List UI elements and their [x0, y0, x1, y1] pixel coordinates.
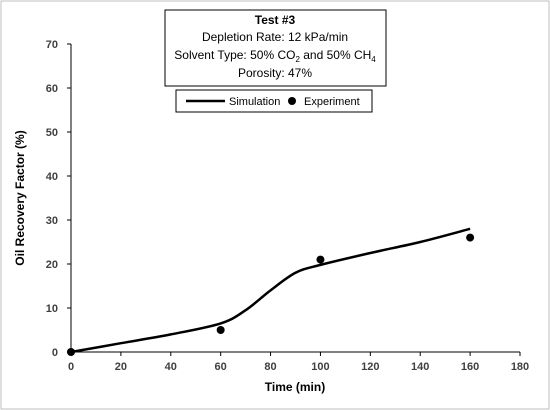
solvent-sub-co2: 2: [295, 55, 300, 64]
depletion-rate-text: Depletion Rate: 12 kPa/min: [202, 30, 348, 44]
x-tick-label: 120: [361, 361, 379, 373]
experiment-point: [466, 233, 475, 242]
y-ticks: 0 10 20 30 40 50 60 70: [46, 39, 71, 359]
x-tick-label: 180: [511, 361, 529, 373]
legend-frame: [175, 89, 373, 113]
simulation-line: [70, 227, 471, 354]
y-axis-title: Oil Recovery Factor (%): [13, 130, 27, 265]
x-tick-label: 60: [215, 361, 227, 373]
solvent-type-text: Solvent Type: 50% CO2 and 50% CH4: [174, 48, 376, 64]
x-tick-label: 160: [461, 361, 479, 373]
x-tick-label: 40: [165, 361, 177, 373]
axes: [70, 44, 520, 353]
solvent-prefix: Solvent Type: 50% CO: [174, 48, 295, 62]
chart-title: Test #3: [255, 13, 296, 27]
title-box-frame: [164, 9, 387, 87]
legend-simulation-label: Simulation: [229, 96, 280, 108]
y-tick-label: 60: [46, 83, 58, 95]
x-tick-label: 100: [311, 361, 329, 373]
legend-experiment-marker: [288, 97, 296, 105]
experiment-point: [316, 255, 325, 264]
title-box: Test #3 Depletion Rate: 12 kPa/min Solve…: [164, 9, 387, 87]
y-tick-label: 70: [46, 39, 58, 51]
solvent-sub-ch4: 4: [371, 55, 376, 64]
legend-experiment-label: Experiment: [304, 96, 360, 108]
y-tick-label: 50: [46, 127, 58, 139]
porosity-text: Porosity: 47%: [238, 66, 312, 80]
y-tick-label: 20: [46, 259, 58, 271]
y-tick-label: 30: [46, 215, 58, 227]
y-tick-label: 10: [46, 303, 58, 315]
x-tick-label: 0: [68, 361, 74, 373]
series-layer: [67, 227, 475, 356]
x-tick-label: 140: [411, 361, 429, 373]
x-tick-label: 20: [115, 361, 127, 373]
x-axis-title: Time (min): [265, 380, 325, 394]
experiment-point: [67, 348, 75, 356]
x-ticks: 0 20 40 60 80 100 120 140 160 180: [68, 352, 529, 373]
y-tick-label: 40: [46, 171, 58, 183]
y-tick-label: 0: [52, 347, 58, 359]
solvent-middle: and 50% CH: [300, 48, 371, 62]
experiment-point: [216, 326, 225, 334]
x-tick-label: 80: [264, 361, 276, 373]
legend: Simulation Experiment: [175, 89, 373, 113]
